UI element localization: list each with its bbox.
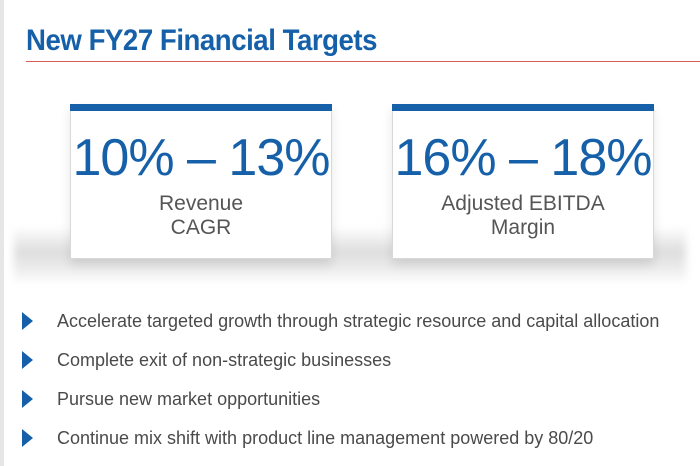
bullet-text: Pursue new market opportunities <box>57 389 321 409</box>
list-item: Complete exit of non-strategic businesse… <box>22 347 659 386</box>
slide-left-edge <box>0 0 4 466</box>
card-accent-bar <box>392 104 654 111</box>
triangle-right-icon <box>22 390 33 408</box>
target-value: 16% – 18% <box>394 129 653 187</box>
target-card-ebitda: 16% – 18% Adjusted EBITDA Margin <box>392 104 654 259</box>
page-title: New FY27 Financial Targets <box>26 24 378 57</box>
target-card-revenue: 10% – 13% Revenue CAGR <box>70 104 332 259</box>
triangle-right-icon <box>22 351 33 369</box>
target-label: Revenue CAGR <box>71 192 331 240</box>
title-divider <box>26 61 700 62</box>
target-label-line: Margin <box>490 216 556 239</box>
target-label-line: Revenue <box>158 192 244 215</box>
triangle-right-icon <box>22 312 33 330</box>
bullet-text: Complete exit of non-strategic businesse… <box>57 350 392 370</box>
bullet-list: Accelerate targeted growth through strat… <box>22 308 659 464</box>
target-label-line: CAGR <box>170 216 232 239</box>
target-value: 10% – 13% <box>72 129 331 187</box>
list-item: Continue mix shift with product line man… <box>22 425 659 464</box>
target-label-line: Adjusted EBITDA <box>441 192 605 215</box>
card-accent-bar <box>70 104 332 111</box>
bullet-text: Accelerate targeted growth through strat… <box>57 311 660 331</box>
bullet-text: Continue mix shift with product line man… <box>57 428 594 448</box>
triangle-right-icon <box>22 429 33 447</box>
list-item: Pursue new market opportunities <box>22 386 659 425</box>
list-item: Accelerate targeted growth through strat… <box>22 308 659 347</box>
target-label: Adjusted EBITDA Margin <box>393 192 653 240</box>
